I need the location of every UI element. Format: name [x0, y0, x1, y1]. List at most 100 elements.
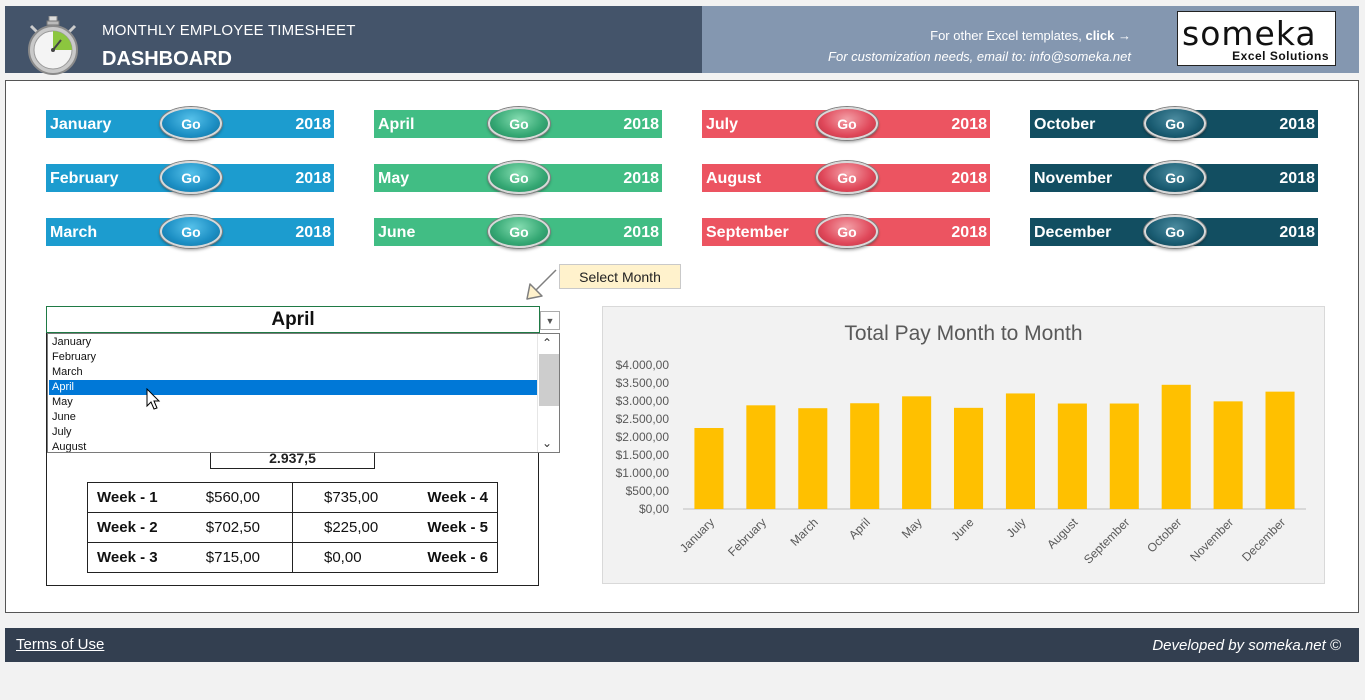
y-tick-label: $2.500,00: [616, 412, 670, 426]
month-bar-february: February Go 2018: [46, 161, 334, 194]
week-cell-right: $0,00 Week - 6: [292, 542, 498, 573]
go-button-september[interactable]: Go: [816, 215, 878, 248]
month-year: 2018: [951, 224, 987, 241]
developed-by-text: Developed by someka.net ©: [1152, 637, 1341, 654]
x-tick-label: October: [1144, 515, 1184, 555]
chart-bar-june: [954, 407, 984, 509]
y-tick-label: $2.000,00: [616, 430, 670, 444]
x-tick-label: November: [1187, 515, 1236, 564]
go-button-august[interactable]: Go: [816, 161, 878, 194]
x-tick-label: January: [677, 515, 717, 555]
header-subtitle: MONTHLY EMPLOYEE TIMESHEET: [102, 22, 356, 39]
dropdown-arrow-button[interactable]: ▼: [540, 311, 560, 330]
x-tick-label: September: [1081, 515, 1132, 566]
chart-bar-november: [1213, 401, 1243, 509]
month-dropdown-list: January February March April May June Ju…: [47, 333, 560, 453]
templates-line: For other Excel templates, click →: [930, 28, 1131, 43]
week-cell-left: Week - 1 $560,00: [87, 482, 293, 513]
chart-bar-january: [694, 428, 724, 509]
month-name: January: [50, 116, 112, 133]
x-tick-label: December: [1239, 515, 1288, 564]
y-tick-label: $1.000,00: [616, 466, 670, 480]
month-select-field[interactable]: April: [46, 306, 540, 333]
x-tick-label: July: [1004, 515, 1029, 540]
footer-bar: Terms of Use Developed by someka.net ©: [5, 628, 1359, 662]
x-tick-label: August: [1044, 515, 1081, 552]
month-year: 2018: [623, 170, 659, 187]
chart-title: Total Pay Month to Month: [844, 322, 1083, 345]
month-bar-june: June Go 2018: [374, 215, 662, 248]
stopwatch-icon: [28, 16, 78, 75]
month-bar-march: March Go 2018: [46, 215, 334, 248]
dropdown-option[interactable]: June: [52, 411, 76, 423]
month-bar-october: October Go 2018: [1030, 107, 1318, 140]
week-value: $715,00: [205, 549, 260, 566]
week-cell-right: $225,00 Week - 5: [292, 512, 498, 543]
month-year: 2018: [1279, 224, 1315, 241]
table-row: Week - 3 $715,00 $0,00 Week - 6: [87, 542, 498, 573]
week-label: Week - 3: [97, 549, 158, 566]
month-bar-july: July Go 2018: [702, 107, 990, 140]
week-label: Week - 4: [427, 489, 488, 506]
month-name: June: [378, 224, 416, 241]
chart-bar-august: [1057, 403, 1087, 509]
customization-line: For customization needs, email to: info@…: [828, 49, 1131, 64]
go-button-october[interactable]: Go: [1144, 107, 1206, 140]
pointer-arrow-icon: [526, 269, 557, 300]
month-year: 2018: [951, 116, 987, 133]
month-year: 2018: [295, 170, 331, 187]
go-button-december[interactable]: Go: [1144, 215, 1206, 248]
dropdown-option[interactable]: August: [52, 441, 87, 453]
someka-logo[interactable]: someka Excel Solutions: [1177, 11, 1336, 66]
go-button-may[interactable]: Go: [488, 161, 550, 194]
week-label: Week - 2: [97, 519, 158, 536]
month-name: July: [706, 116, 739, 133]
dropdown-option[interactable]: March: [52, 366, 83, 378]
y-tick-label: $4.000,00: [616, 358, 670, 372]
go-button-january[interactable]: Go: [160, 107, 222, 140]
week-label: Week - 5: [427, 519, 488, 536]
month-year: 2018: [951, 170, 987, 187]
dropdown-option[interactable]: February: [52, 351, 97, 363]
scroll-down-icon[interactable]: ⌄: [542, 436, 553, 450]
go-button-march[interactable]: Go: [160, 215, 222, 248]
dropdown-option[interactable]: July: [52, 426, 72, 438]
x-tick-label: February: [725, 515, 769, 559]
total-pay-chart: Total Pay Month to Month $0,00 $500,00 $1.…: [602, 306, 1325, 584]
y-tick-label: $3.500,00: [616, 376, 670, 390]
week-cell-left: Week - 3 $715,00: [87, 542, 293, 573]
month-year: 2018: [295, 224, 331, 241]
scroll-up-icon[interactable]: ⌃: [542, 336, 553, 350]
dropdown-option[interactable]: January: [52, 336, 92, 348]
go-button-november[interactable]: Go: [1144, 161, 1206, 194]
select-month-callout: Select Month: [559, 264, 681, 289]
dropdown-option[interactable]: May: [52, 396, 73, 408]
month-year: 2018: [623, 116, 659, 133]
table-row: Week - 2 $702,50 $225,00 Week - 5: [87, 512, 498, 543]
month-name: October: [1034, 116, 1096, 133]
week-label: Week - 1: [97, 489, 158, 506]
month-year: 2018: [1279, 116, 1315, 133]
y-tick-label: $500,00: [626, 484, 670, 498]
week-value: $225,00: [324, 519, 379, 536]
scrollbar-thumb[interactable]: [539, 354, 559, 406]
x-tick-label: March: [787, 515, 820, 548]
month-bar-september: September Go 2018: [702, 215, 990, 248]
header-left-panel: MONTHLY EMPLOYEE TIMESHEET DASHBOARD: [5, 6, 702, 75]
month-name: September: [706, 224, 789, 241]
go-button-july[interactable]: Go: [816, 107, 878, 140]
go-button-june[interactable]: Go: [488, 215, 550, 248]
dropdown-scrollbar[interactable]: ⌃ ⌄: [537, 334, 559, 452]
month-name: December: [1034, 224, 1112, 241]
month-bar-may: May Go 2018: [374, 161, 662, 194]
week-cell-right: $735,00 Week - 4: [292, 482, 498, 513]
terms-of-use-link[interactable]: Terms of Use: [16, 636, 105, 653]
go-button-february[interactable]: Go: [160, 161, 222, 194]
header-title: DASHBOARD: [102, 48, 232, 70]
month-bar-november: November Go 2018: [1030, 161, 1318, 194]
templates-link[interactable]: click →: [1085, 28, 1131, 43]
month-name: February: [50, 170, 119, 187]
go-button-april[interactable]: Go: [488, 107, 550, 140]
dropdown-option-selected[interactable]: April: [49, 380, 537, 395]
